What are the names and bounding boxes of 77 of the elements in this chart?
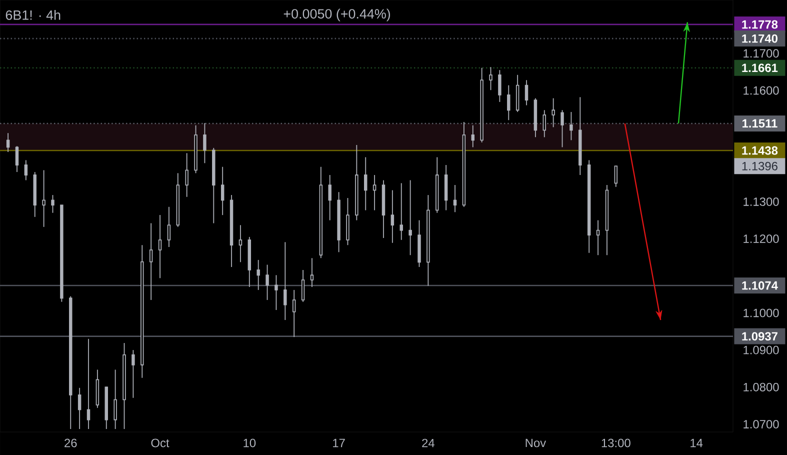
candlestick: [78, 387, 82, 430]
candlestick: [203, 122, 206, 164]
candlestick: [400, 182, 403, 240]
candlestick: [230, 194, 234, 268]
candlestick: [266, 264, 269, 300]
candlestick: [444, 164, 448, 211]
candlestick: [587, 160, 591, 254]
candlestick: [372, 174, 376, 211]
y-tick-label: 1.1700: [744, 49, 779, 58]
ref-line-label: 1.1438: [742, 146, 778, 155]
candlestick: [364, 156, 368, 211]
candlestick: [319, 166, 323, 259]
candlestick: [284, 242, 287, 320]
candlestick: [605, 184, 609, 256]
ref-line-label: 1.1074: [742, 281, 778, 290]
x-tick-label: 13:00: [602, 438, 630, 448]
x-tick-label: 14: [690, 438, 703, 448]
candlestick: [552, 98, 555, 128]
candlestick: [96, 369, 100, 408]
candlestick: [507, 84, 510, 121]
text: 1.1396: [742, 162, 778, 170]
candlestick: [167, 206, 171, 248]
ref-line-label: 1.1740: [742, 34, 778, 43]
candlestick: [328, 174, 332, 221]
x-tick-label: 26: [64, 438, 77, 448]
x-tick-label: Oct: [151, 438, 170, 448]
y-tick-label: 1.0800: [744, 382, 779, 392]
candlestick: [220, 166, 224, 216]
ref-line-label: 1.0937: [742, 332, 778, 341]
candlestick: [471, 124, 474, 148]
x-tick-label: 17: [333, 438, 345, 448]
candlestick: [24, 160, 28, 181]
candlestick: [33, 172, 36, 218]
candlestick: [256, 259, 260, 290]
candlestick: [408, 180, 412, 256]
candlestick: [114, 369, 117, 430]
text: +0.0050 (+0.44%): [284, 8, 390, 22]
candlestick: [140, 244, 144, 378]
y-tick-label: 1.1000: [744, 308, 779, 318]
y-tick-label: 1.0700: [744, 420, 779, 428]
candlestick: [453, 184, 457, 213]
candlestick: [86, 338, 90, 430]
candlestick: [6, 132, 10, 152]
candlestick: [480, 67, 484, 143]
y-tick-label: 1.0900: [744, 346, 779, 354]
ref-line-label: 1.1511: [742, 119, 778, 128]
candlestick: [149, 222, 153, 300]
candlestick: [158, 214, 162, 279]
candlestick: [42, 170, 46, 228]
candlestick: [310, 258, 314, 288]
candlestick: [292, 290, 296, 338]
x-tick-label: 24: [422, 438, 434, 448]
y-tick-label: 1.1200: [744, 234, 779, 244]
candlestick: [436, 156, 439, 214]
candlestick: [596, 220, 600, 256]
y-tick-label: 1.1600: [744, 86, 779, 95]
y-tick-label: 1.1300: [744, 197, 779, 206]
ref-line-label: 1.1661: [742, 64, 778, 72]
candlestick: [248, 236, 252, 288]
candlestick: [238, 224, 242, 263]
candlestick: [132, 350, 135, 398]
candlestick: [355, 144, 358, 221]
candlestick: [122, 342, 126, 430]
text: 6B1! · 4h: [6, 10, 60, 20]
candlestick: [185, 152, 188, 198]
x-tick-label: Nov: [526, 438, 546, 448]
candlestick: [274, 274, 278, 310]
candlestick: [426, 194, 430, 286]
candlestick: [390, 190, 394, 244]
candlestick: [382, 180, 386, 238]
candlestick: [578, 96, 582, 176]
candlestick: [570, 112, 573, 141]
candlestick: [542, 110, 546, 138]
candlestick: [498, 70, 502, 102]
candlestick: [524, 80, 528, 106]
ref-line-label: 1.1778: [742, 20, 778, 29]
x-tick-label: 10: [244, 438, 256, 448]
